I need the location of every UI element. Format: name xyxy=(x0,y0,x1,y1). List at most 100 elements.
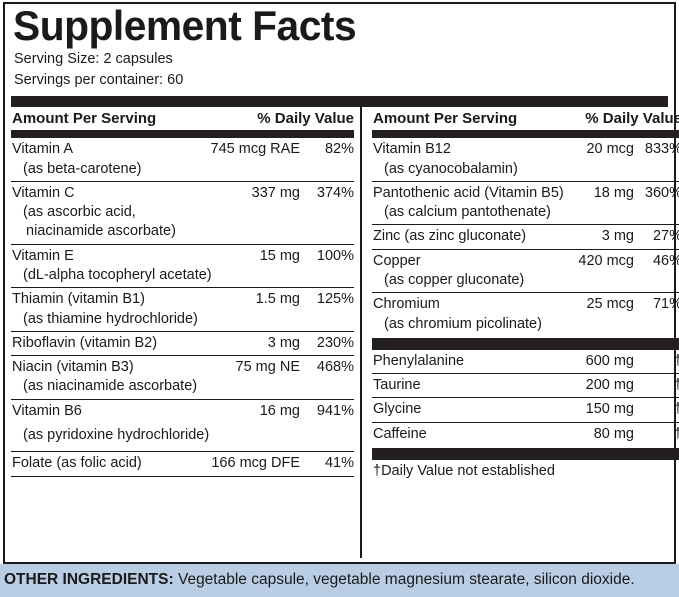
nutrient-row: Niacin (vitamin B3) 75 mg NE 468% (as niaci… xyxy=(11,355,354,399)
nutrient-daily-value: 230% xyxy=(316,334,354,351)
nutrient-row-main: Vitamin E 15 mg 100% xyxy=(12,247,354,266)
nutrient-daily-value: 27% xyxy=(652,228,679,245)
nutrient-source-note: niacinamide ascorbate) xyxy=(26,223,176,240)
nutrient-row: Vitamin E 15 mg 100% (dL-alpha tocopheryl a… xyxy=(11,243,354,288)
nutrient-daily-value: 941% xyxy=(316,402,354,419)
footnote-separator-bar xyxy=(372,447,679,460)
nutrient-amount: 600 mg xyxy=(585,352,634,369)
serving-size: Serving Size: 2 capsules xyxy=(14,51,173,68)
nutrient-amount: 80 mg xyxy=(593,425,634,442)
nutrient-row: Vitamin B12 20 mcg 833% (as cyanocobalamin) xyxy=(372,138,679,181)
servings-per-container: Servings per container: 60 xyxy=(14,71,184,88)
nutrient-name: Thiamin (vitamin B1) xyxy=(12,291,145,308)
nutrient-daily-value: 82% xyxy=(324,141,354,158)
left-column-spacer xyxy=(11,477,354,558)
serving-info: Serving Size: 2 capsules Servings per co… xyxy=(11,49,668,90)
nutrient-row-main: Taurine 200 mg† xyxy=(373,376,679,395)
nutrient-row-main: Vitamin B6 16 mg 941% xyxy=(12,402,354,426)
nutrient-amount: 745 mcg RAE xyxy=(210,141,300,158)
nutrient-daily-value: † xyxy=(634,376,679,395)
nutrient-name: Caffeine xyxy=(373,425,427,442)
nutrient-row-main: Copper 420 mcg 46% xyxy=(373,252,679,271)
nutrient-row: Zinc (as zinc gluconate) 3 mg 27% xyxy=(372,224,679,248)
nutrient-row: Folate (as folic acid) 166 mcg DFE 41% xyxy=(11,451,354,475)
nutrient-name: Vitamin B12 xyxy=(373,141,451,158)
nutrient-row-main: Vitamin B12 20 mcg 833% xyxy=(373,140,679,159)
nutrient-name: Pantothenic acid (Vitamin B5) xyxy=(373,184,564,201)
nutrient-source-note: (dL-alpha tocopheryl acetate) xyxy=(23,267,212,283)
daily-value-header: % Daily Value xyxy=(585,110,679,128)
left-column: Amount Per Serving % Daily Value Vitamin… xyxy=(11,107,359,558)
nutrient-daily-value: 468% xyxy=(316,359,354,376)
column-divider xyxy=(360,107,362,558)
nutrient-name: Chromium xyxy=(373,296,440,313)
nutrient-row-main: Glycine 150 mg† xyxy=(373,400,679,419)
nutrient-amount: 3 mg xyxy=(267,334,300,351)
nutrient-name: Copper xyxy=(373,252,421,269)
nutrient-daily-value: 360% xyxy=(644,184,679,201)
nutrient-amount: 20 mcg xyxy=(586,141,634,158)
nutrient-row: Vitamin B6 16 mg 941% (as pyridoxine hydroc… xyxy=(11,398,354,452)
nutrient-amount: 166 mcg DFE xyxy=(211,455,300,472)
nutrient-amount: 16 mg xyxy=(259,402,300,419)
header-top-rule xyxy=(11,96,668,108)
nutrient-row: Vitamin A 745 mcg RAE 82% (as beta-carotene… xyxy=(11,138,354,181)
other-ingredients-text: Vegetable capsule, vegetable magnesium s… xyxy=(173,570,635,588)
daily-value-header: % Daily Value xyxy=(257,110,354,128)
nutrient-daily-value: 71% xyxy=(652,296,679,313)
nutrient-row-main: Caffeine 80 mg† xyxy=(373,425,679,444)
nutrient-name: Vitamin B6 xyxy=(12,402,82,419)
nutrient-name: Riboflavin (vitamin B2) xyxy=(12,334,158,351)
nutrient-daily-value: † xyxy=(634,425,679,444)
nutrient-source-note: (as thiamine hydrochloride) xyxy=(23,310,198,327)
nutrient-daily-value: 100% xyxy=(316,247,354,264)
nutrient-daily-value: 125% xyxy=(316,291,354,308)
nutrient-amount: 3 mg xyxy=(601,228,634,245)
nutrient-amount: 200 mg xyxy=(585,377,634,394)
nutrient-row-main: Niacin (vitamin B3) 75 mg NE 468% xyxy=(12,358,354,377)
right-column-header: Amount Per Serving % Daily Value xyxy=(372,107,679,130)
nutrient-row: Copper 420 mcg 46% (as copper gluconate) xyxy=(372,248,679,293)
nutrient-name: Phenylalanine xyxy=(373,352,465,369)
nutrient-row-main: Vitamin A 745 mcg RAE 82% xyxy=(12,140,354,159)
nutrient-row: Vitamin C 337 mg 374% (as ascorbic acid, ni… xyxy=(11,180,354,244)
nutrient-row: Caffeine 80 mg† xyxy=(372,421,679,446)
left-nutrient-rows: Vitamin A 745 mcg RAE 82% (as beta-carotene… xyxy=(11,138,354,475)
nutrient-row: Taurine 200 mg† xyxy=(372,373,679,397)
nutrient-name: Folate (as folic acid) xyxy=(12,455,142,472)
left-header-bottom-rule xyxy=(11,130,354,139)
nutrient-source-note: (as calcium pantothenate) xyxy=(384,204,551,221)
nutrient-source-note: (as chromium picolinate) xyxy=(384,315,542,332)
nutrient-row-main: Vitamin C 337 mg 374% xyxy=(12,184,354,203)
right-column: Amount Per Serving % Daily Value Vitamin… xyxy=(363,107,679,558)
nutrient-row: Phenylalanine 600 mg† xyxy=(372,350,679,373)
left-column-bottom-rule xyxy=(11,475,354,477)
nutrient-amount: 75 mg NE xyxy=(235,359,300,376)
other-ingredients-banner: OTHER INGREDIENTS: Vegetable capsule, ve… xyxy=(0,563,679,597)
right-column-spacer xyxy=(372,479,679,558)
nutrient-amount: 1.5 mg xyxy=(255,291,300,308)
nutrient-row-main: Phenylalanine 600 mg† xyxy=(373,352,679,371)
nutrient-name: Niacin (vitamin B3) xyxy=(12,359,134,376)
nutrient-name: Glycine xyxy=(373,401,422,418)
nutrient-row: Chromium 25 mcg 71% (as chromium picolinate… xyxy=(372,292,679,336)
nutrient-row: Glycine 150 mg† xyxy=(372,397,679,421)
nutrient-amount: 150 mg xyxy=(585,401,634,418)
nutrient-amount: 15 mg xyxy=(259,247,300,264)
label-panel: Supplement Facts Serving Size: 2 capsule… xyxy=(3,2,679,564)
nutrient-source-note: (as niacinamide ascorbate) xyxy=(23,378,198,395)
nutrient-daily-value: † xyxy=(634,352,679,371)
nutrient-row: Riboflavin (vitamin B2) 3 mg 230% xyxy=(11,330,354,355)
nutrient-source-note: (as beta-carotene) xyxy=(23,160,142,177)
right-nutrient-rows: Vitamin B12 20 mcg 833% (as cyanocobalamin)… xyxy=(372,138,679,336)
left-column-header: Amount Per Serving % Daily Value xyxy=(11,107,354,130)
nutrient-daily-value: 374% xyxy=(316,184,354,201)
nutrient-daily-value: 833% xyxy=(644,141,679,158)
amount-per-serving-header: Amount Per Serving xyxy=(12,110,157,128)
nutrient-row: Thiamin (vitamin B1) 1.5 mg 125% (as thiami… xyxy=(11,287,354,331)
nutrient-name: Vitamin A xyxy=(12,141,73,158)
nutrient-daily-value: 46% xyxy=(652,252,679,269)
nutrient-daily-value: 41% xyxy=(324,455,354,472)
